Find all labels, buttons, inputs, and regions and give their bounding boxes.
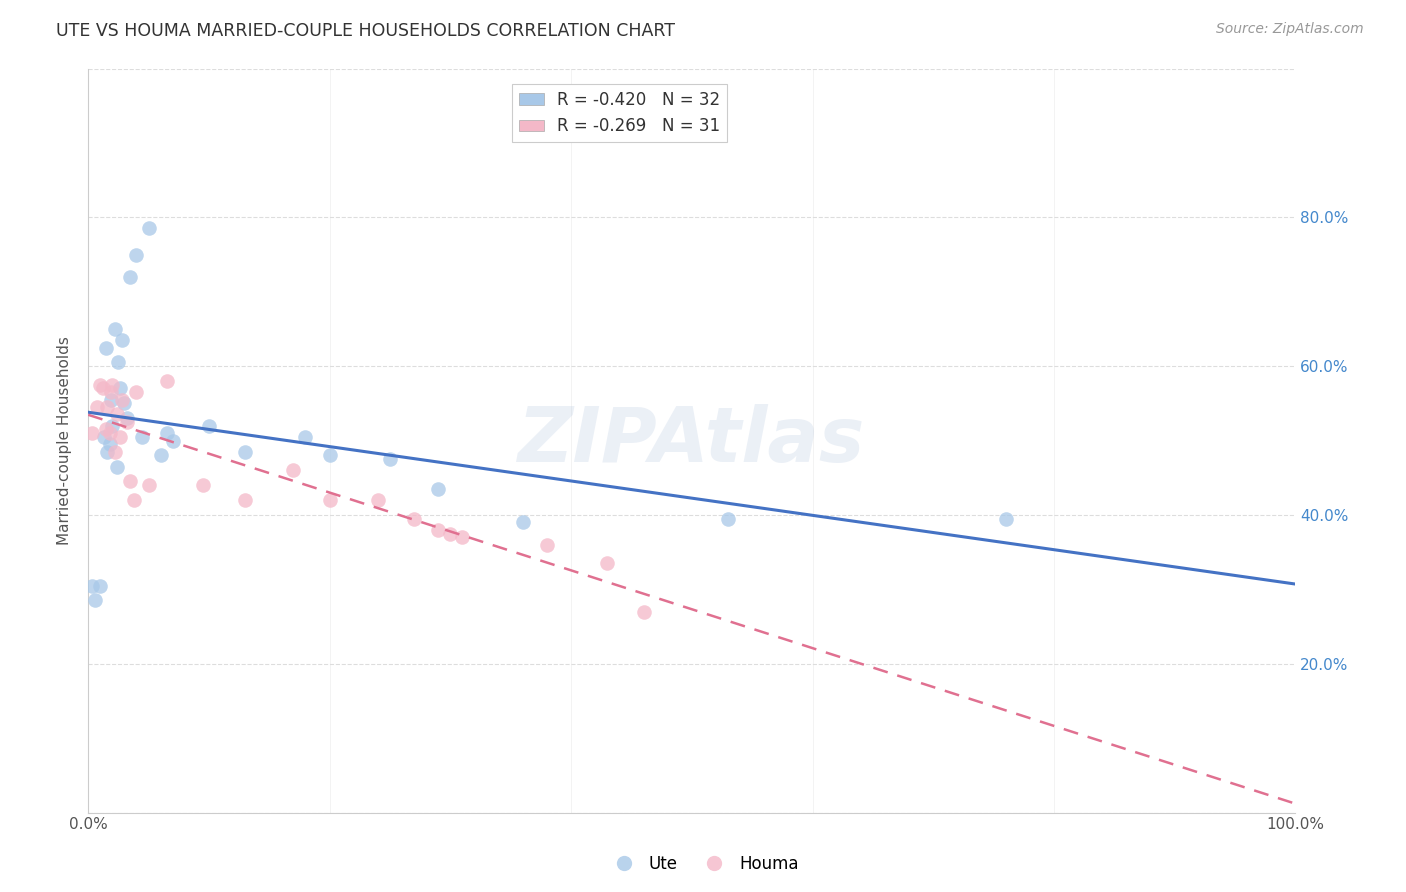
Point — [98, 426, 121, 441]
Point — [162, 434, 184, 448]
Point — [108, 430, 131, 444]
Point — [156, 374, 179, 388]
Point — [138, 221, 160, 235]
Point — [86, 400, 108, 414]
Point — [105, 408, 128, 422]
Point — [318, 493, 340, 508]
Point — [138, 478, 160, 492]
Y-axis label: Married-couple Households: Married-couple Households — [58, 336, 72, 545]
Point — [100, 392, 122, 407]
Point — [318, 449, 340, 463]
Point — [111, 392, 134, 407]
Point — [104, 322, 127, 336]
Point — [131, 430, 153, 444]
Point — [98, 437, 121, 451]
Point — [89, 377, 111, 392]
Point — [125, 385, 148, 400]
Point — [93, 430, 115, 444]
Point — [107, 355, 129, 369]
Point — [233, 493, 256, 508]
Point — [717, 511, 740, 525]
Point — [108, 381, 131, 395]
Point — [115, 415, 138, 429]
Point — [536, 538, 558, 552]
Point — [91, 381, 114, 395]
Point — [198, 418, 221, 433]
Point — [283, 463, 305, 477]
Point — [451, 530, 474, 544]
Point — [439, 526, 461, 541]
Point — [294, 430, 316, 444]
Point — [80, 579, 103, 593]
Point — [101, 418, 124, 433]
Point — [596, 556, 619, 570]
Point — [427, 482, 450, 496]
Point — [96, 400, 118, 414]
Legend: Ute, Houma: Ute, Houma — [600, 848, 806, 880]
Point — [125, 247, 148, 261]
Point — [512, 516, 534, 530]
Text: UTE VS HOUMA MARRIED-COUPLE HOUSEHOLDS CORRELATION CHART: UTE VS HOUMA MARRIED-COUPLE HOUSEHOLDS C… — [56, 22, 675, 40]
Text: Source: ZipAtlas.com: Source: ZipAtlas.com — [1216, 22, 1364, 37]
Point — [96, 444, 118, 458]
Point — [427, 523, 450, 537]
Point — [156, 426, 179, 441]
Point — [100, 385, 122, 400]
Point — [84, 593, 107, 607]
Point — [105, 459, 128, 474]
Point — [101, 377, 124, 392]
Point — [89, 579, 111, 593]
Point — [149, 449, 172, 463]
Point — [404, 511, 426, 525]
Point — [120, 475, 142, 489]
Point — [994, 511, 1017, 525]
Point — [233, 444, 256, 458]
Point — [96, 422, 118, 436]
Point — [115, 411, 138, 425]
Point — [111, 333, 134, 347]
Text: ZIPAtlas: ZIPAtlas — [519, 403, 866, 477]
Point — [104, 444, 127, 458]
Point — [367, 493, 389, 508]
Point — [633, 605, 655, 619]
Point — [191, 478, 214, 492]
Legend: R = -0.420   N = 32, R = -0.269   N = 31: R = -0.420 N = 32, R = -0.269 N = 31 — [512, 84, 727, 142]
Point — [80, 426, 103, 441]
Point — [378, 452, 401, 467]
Point — [112, 396, 135, 410]
Point — [96, 341, 118, 355]
Point — [122, 493, 145, 508]
Point — [120, 269, 142, 284]
